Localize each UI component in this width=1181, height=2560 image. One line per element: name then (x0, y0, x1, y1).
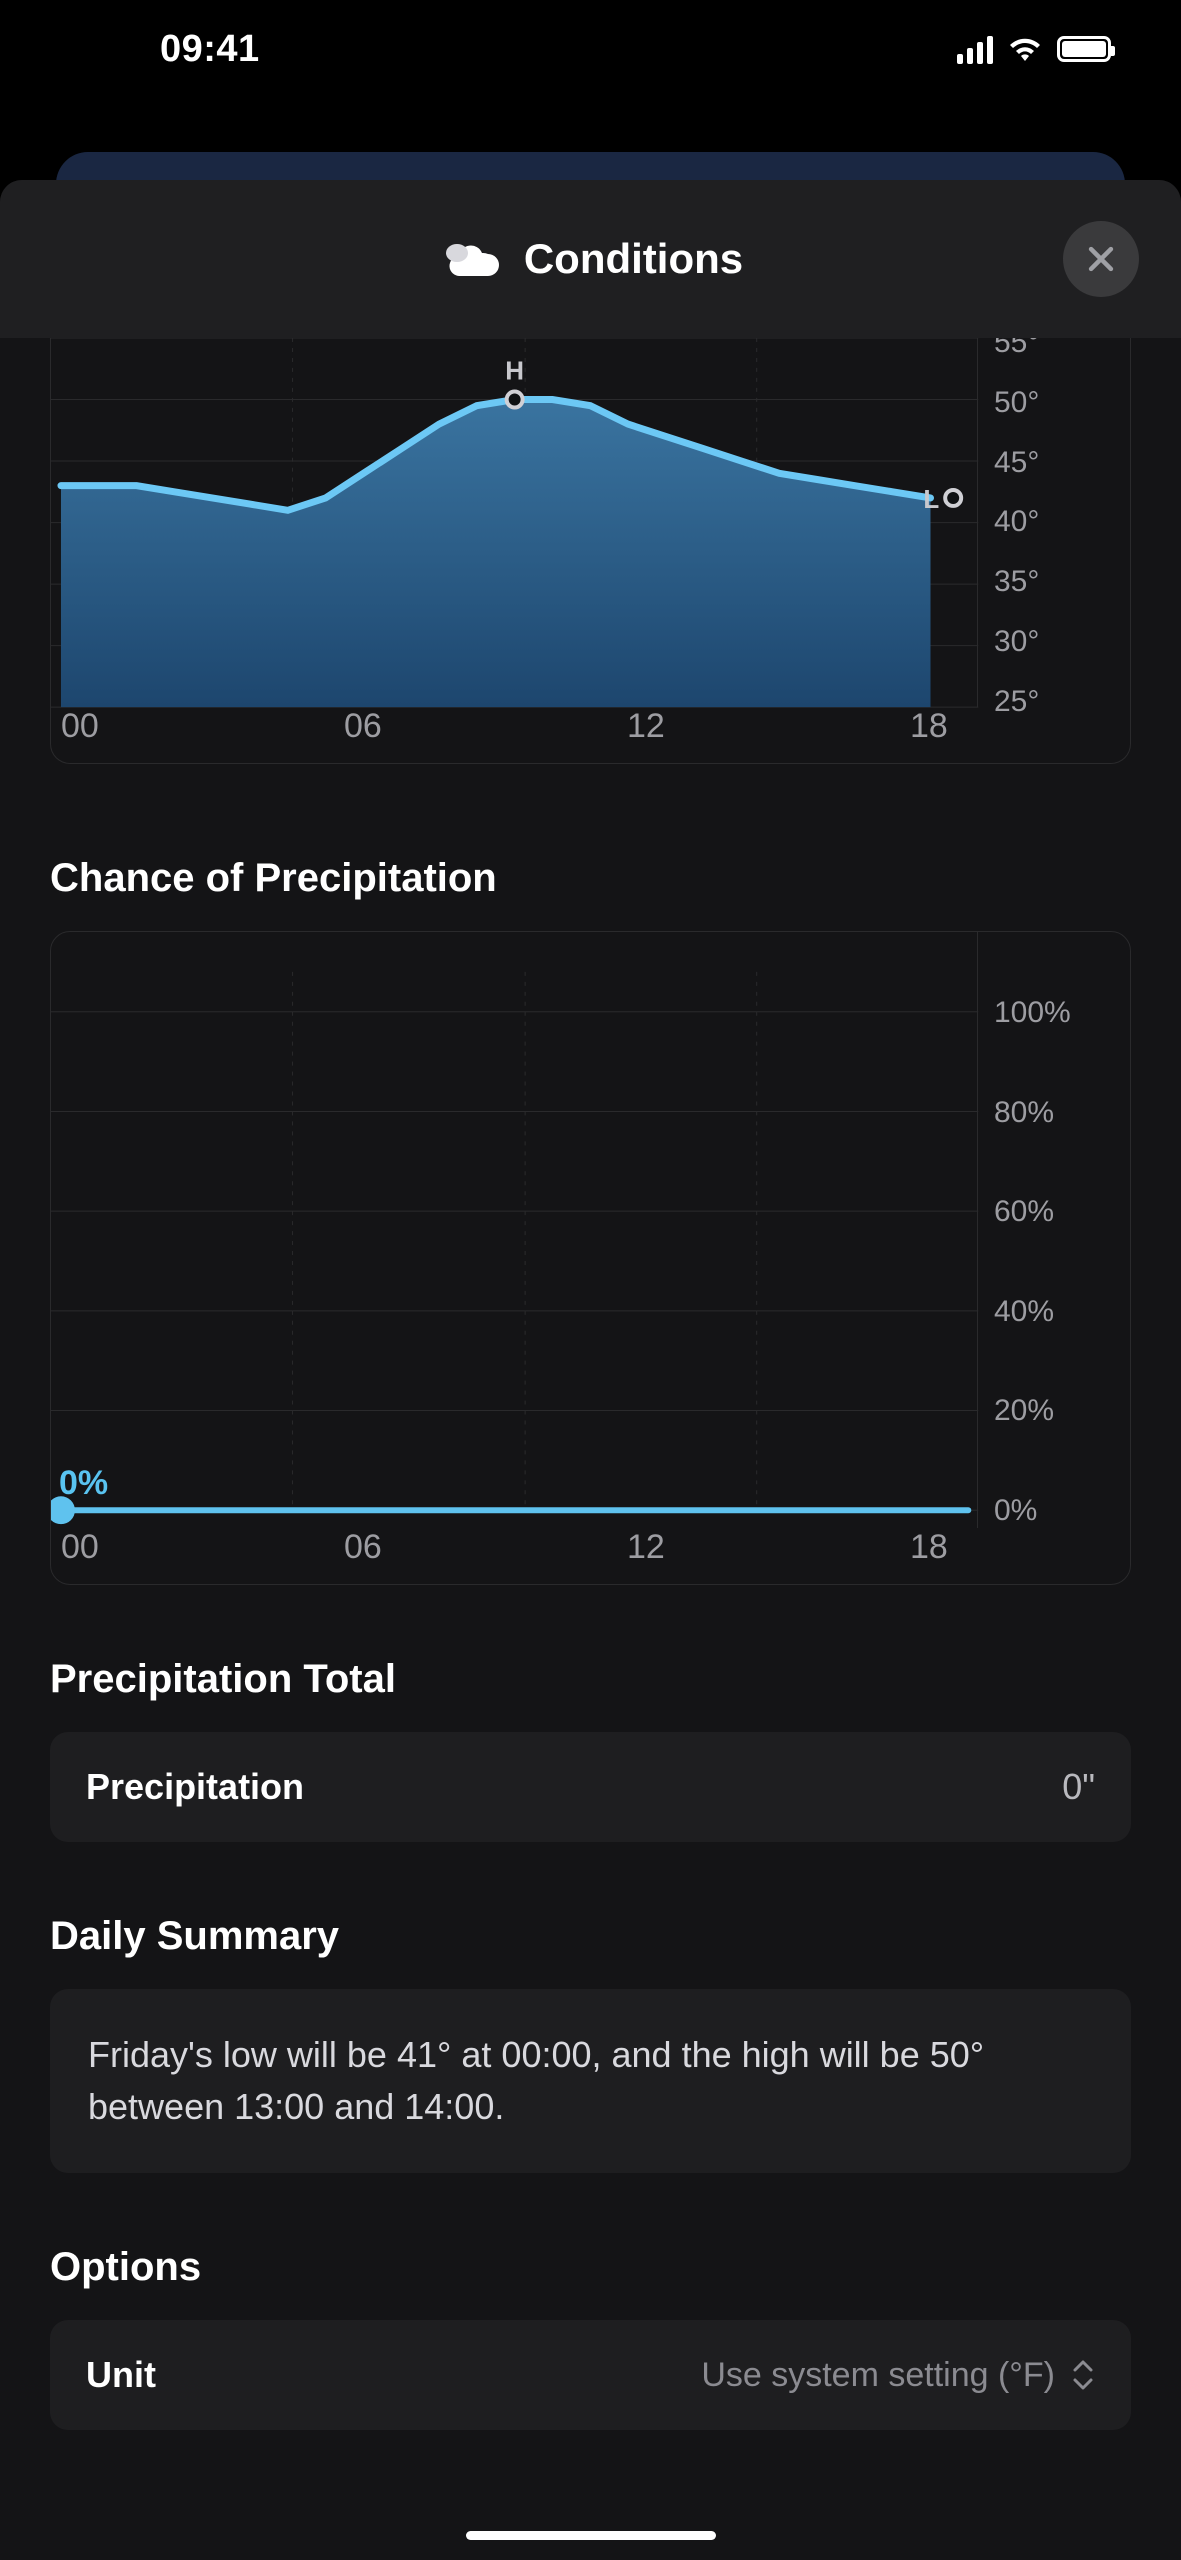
wifi-icon (1007, 35, 1043, 63)
daily-summary-card: Friday's low will be 41° at 00:00, and t… (50, 1989, 1131, 2173)
sheet-header: Conditions (0, 180, 1181, 338)
precip-y-axis: 100%80%60%40%20%0% (978, 998, 1130, 1526)
unit-value: Use system setting (°F) (701, 2356, 1055, 2395)
conditions-sheet: Conditions (0, 180, 1181, 2560)
precip-section-title: Chance of Precipitation (50, 856, 1131, 901)
temperature-x-axis: 00061218 (61, 707, 970, 755)
cellular-icon (957, 34, 993, 64)
precip-total-label: Precipitation (86, 1766, 304, 1808)
precip-total-title: Precipitation Total (50, 1657, 1131, 1702)
daily-summary-title: Daily Summary (50, 1914, 1131, 1959)
status-bar: 09:41 (0, 0, 1181, 90)
precipitation-chart: 0% 100%80%60%40%20%0% 00061218 (50, 931, 1131, 1585)
precip-current-value: 0% (59, 1464, 108, 1503)
status-time: 09:41 (50, 28, 260, 71)
daily-summary-text: Friday's low will be 41° at 00:00, and t… (88, 2029, 1093, 2133)
precip-total-row: Precipitation 0" (50, 1732, 1131, 1842)
clouds-icon (438, 239, 502, 279)
temperature-y-axis: 55°50°45°40°35°30°25° (978, 338, 1130, 717)
unit-label: Unit (86, 2354, 156, 2396)
unit-option-row[interactable]: Unit Use system setting (°F) (50, 2320, 1131, 2430)
precip-total-value: 0" (1062, 1766, 1095, 1808)
precip-x-axis: 00061218 (61, 1528, 970, 1576)
status-indicators (957, 34, 1131, 64)
svg-text:L: L (923, 486, 939, 514)
svg-text:H: H (505, 358, 524, 386)
options-title: Options (50, 2245, 1131, 2290)
up-down-chevron-icon (1071, 2358, 1095, 2392)
battery-icon (1057, 36, 1111, 62)
temperature-chart: H L 55°50°45°40°35°30°25° 00061218 (50, 338, 1131, 764)
close-button[interactable] (1063, 221, 1139, 297)
sheet-title: Conditions (524, 235, 743, 283)
home-indicator[interactable] (466, 2531, 716, 2540)
